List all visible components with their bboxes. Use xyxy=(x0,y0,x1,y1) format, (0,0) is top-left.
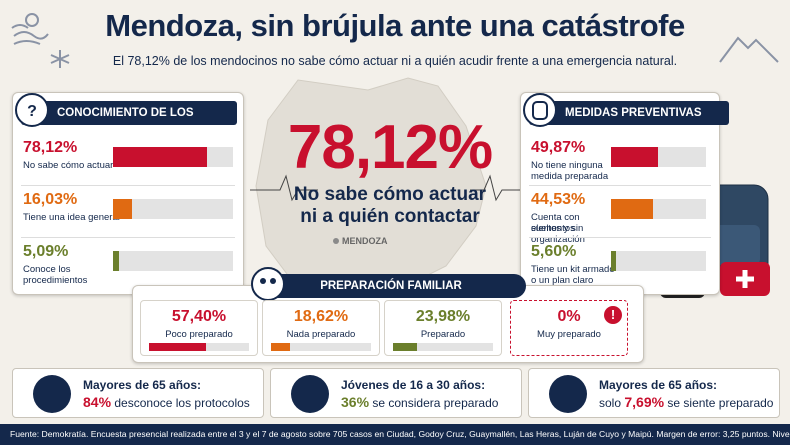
percentage: 23,98% xyxy=(415,308,471,325)
item-label: Poco preparado xyxy=(165,329,233,340)
item-label: Tiene una idea general xyxy=(23,212,120,223)
highlight-title: Jóvenes de 16 a 30 años: xyxy=(341,378,486,392)
bar xyxy=(113,147,207,167)
divider xyxy=(529,185,711,186)
bar xyxy=(271,343,290,351)
bar xyxy=(393,343,417,351)
item-label: Preparado xyxy=(420,329,466,340)
item-label: Tiene un kit armado xyxy=(531,264,615,275)
highlight-title: Mayores de 65 años: xyxy=(83,378,202,392)
item-label: No tiene ninguna xyxy=(531,160,603,171)
subtitle: El 78,12% de los mendocinos no sabe cómo… xyxy=(112,54,678,68)
highlight-text: 84% desconoce los protocolos xyxy=(83,394,250,410)
item-label: sueltos y sin organización xyxy=(531,223,585,245)
bar-track xyxy=(611,147,706,167)
icon xyxy=(33,375,71,413)
title: Mendoza, sin brújula ante una catástrofe xyxy=(105,8,685,43)
family-card: 23,98% Preparado xyxy=(384,300,502,356)
item-label: No sabe cómo actuar xyxy=(23,160,114,171)
highlight-box: Jóvenes de 16 a 30 años: 36% se considera… xyxy=(270,368,522,418)
headline-caption: No sabe cómo actuar ni a quién contactar xyxy=(270,184,510,228)
item-label: Nada preparado xyxy=(286,329,356,340)
bar-track xyxy=(149,343,249,351)
percentage: 0% xyxy=(557,308,581,325)
icon xyxy=(549,375,587,413)
percentage: 18,62% xyxy=(293,308,349,325)
bar-track xyxy=(611,199,706,219)
highlight-title: Mayores de 65 años: xyxy=(599,378,718,392)
highlight-label: se considera preparado xyxy=(372,396,499,410)
bar xyxy=(113,251,120,271)
percentage: 44,53% xyxy=(531,191,586,208)
bar xyxy=(611,199,654,219)
family-card: 18,62% Nada preparado xyxy=(262,300,380,356)
icon xyxy=(251,267,285,301)
percentage: 5,09% xyxy=(23,243,69,260)
icon: ? xyxy=(15,93,49,127)
caption-line: No sabe cómo actuar xyxy=(293,184,487,205)
highlight-box: Mayores de 65 años: 84% desconoce los pro… xyxy=(12,368,264,418)
bar-track xyxy=(113,147,233,167)
bar-track xyxy=(393,343,493,351)
icon xyxy=(523,93,557,127)
item-label: medida preparada xyxy=(531,171,609,182)
divider xyxy=(529,237,711,238)
alert-icon: ! xyxy=(604,306,622,324)
divider xyxy=(21,185,235,186)
bar xyxy=(113,199,133,219)
map-label: MENDOZA xyxy=(342,236,388,246)
highlight-box: Mayores de 65 años: solo 7,69% se siente … xyxy=(528,368,780,418)
panel-header: CONOCIMIENTO DE LOS PROTOCOLOS xyxy=(21,101,237,143)
caption-line: ni a quién contactar xyxy=(300,206,480,227)
percentage: 16,03% xyxy=(23,191,78,208)
bar xyxy=(611,147,659,167)
item-label: Conoce los procedimientos xyxy=(23,264,88,286)
icon xyxy=(291,375,329,413)
bar xyxy=(611,251,617,271)
bar xyxy=(149,343,207,351)
item-label: Muy preparado xyxy=(537,329,601,340)
source: Fuente: Demokratía. Encuesta presencial … xyxy=(0,424,790,445)
bar-track xyxy=(611,251,706,271)
highlight-text: 36% se considera preparado xyxy=(341,394,498,410)
highlight-label: se siente preparado xyxy=(667,396,774,410)
bar-track xyxy=(271,343,371,351)
protocols-panel: CONOCIMIENTO DE LOS PROTOCOLOS 78,12% No … xyxy=(12,92,244,295)
item-label: o un plan claro xyxy=(531,275,594,286)
highlight-value: 84% xyxy=(83,394,112,410)
measures-panel: MEDIDAS PREVENTIVAS 49,87% No tiene ningu… xyxy=(520,92,729,295)
percentage: 78,12% xyxy=(23,139,78,156)
percentage: 5,60% xyxy=(531,243,577,260)
divider xyxy=(21,237,235,238)
item-label: Cuenta con elementos xyxy=(531,212,580,234)
highlight-text: solo 7,69% se siente preparado xyxy=(599,394,773,410)
highlight-label: solo xyxy=(599,396,622,410)
panel-header: PREPARACIÓN FAMILIAR xyxy=(256,274,526,298)
percentage: 49,87% xyxy=(531,139,586,156)
highlight-label: desconoce los protocolos xyxy=(114,396,250,410)
headline: 78,12% xyxy=(287,113,493,182)
bar-track xyxy=(113,251,233,271)
panel-header: MEDIDAS PREVENTIVAS xyxy=(529,101,729,125)
svg-text:?: ? xyxy=(27,103,37,120)
percentage: 57,40% xyxy=(171,308,227,325)
highlight-value: 7,69% xyxy=(624,394,665,410)
highlight-value: 36% xyxy=(341,394,370,410)
bar-track xyxy=(113,199,233,219)
family-card: 57,40% Poco preparado xyxy=(140,300,258,356)
